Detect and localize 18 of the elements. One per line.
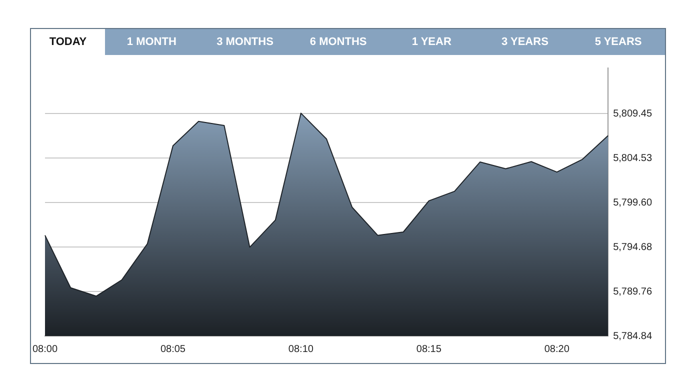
y-tick-label: 5,794.68	[613, 242, 652, 253]
x-tick-label: 08:20	[544, 344, 570, 355]
y-tick-label: 5,784.84	[613, 330, 652, 342]
x-tick-label: 08:15	[416, 344, 442, 355]
y-tick-label: 5,799.60	[613, 197, 652, 208]
text: 1 MONTH	[126, 35, 178, 50]
x-tick-label: 08:00	[32, 344, 58, 355]
y-tick-label: 5,789.76	[613, 286, 652, 298]
y-tick-label: 5,809.45	[613, 108, 652, 120]
text: 1 YEAR	[410, 35, 452, 50]
x-tick-label: 08:05	[160, 344, 186, 355]
text: 3 MONTHS	[216, 35, 274, 50]
text: 6 MONTHS	[308, 35, 368, 50]
y-tick-label: 5,804.53	[613, 152, 652, 164]
text: TODAY	[31, 29, 105, 55]
text: 5 YEARS	[594, 35, 643, 50]
x-tick-label: 08:10	[288, 344, 314, 355]
text: 3 YEARS	[500, 35, 550, 50]
